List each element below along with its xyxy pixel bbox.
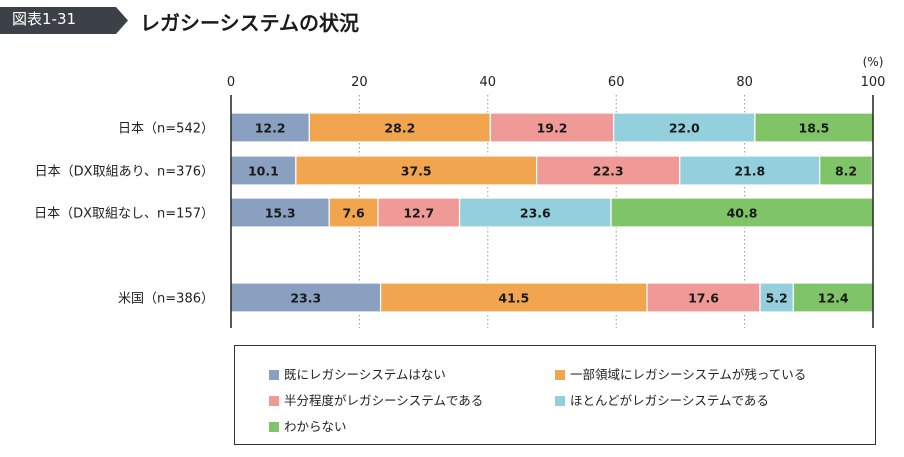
legend: 既にレガシーシステムはない 一部領域にレガシーシステムが残っている半分程度がレガシ… bbox=[234, 345, 876, 445]
figure-number: 図表1-31 bbox=[12, 10, 77, 28]
legend-label: 既にレガシーシステムはない bbox=[284, 367, 446, 382]
legend-label: わからない bbox=[284, 419, 347, 434]
data-label: 28.2 bbox=[384, 121, 415, 136]
figure-tag-shape bbox=[0, 7, 128, 34]
bar-segment bbox=[230, 155, 297, 186]
bar-segment bbox=[230, 197, 330, 228]
data-label: 17.6 bbox=[688, 291, 719, 306]
category-label: 米国（n=386） bbox=[118, 292, 214, 307]
data-label: 21.8 bbox=[734, 164, 765, 179]
unit-label: (%) bbox=[863, 55, 884, 69]
legend-label: 半分程度がレガシーシステムである bbox=[284, 393, 484, 408]
data-label: 40.8 bbox=[727, 206, 758, 221]
stacked-bar-chart: (%) 0 20 40 60 80 100 日本（n=542） 12.2 28.2 19.2 22.0… bbox=[34, 55, 886, 328]
data-label: 23.6 bbox=[520, 206, 551, 221]
data-label: 12.2 bbox=[255, 121, 286, 136]
x-tick-label: 60 bbox=[608, 75, 625, 90]
data-label: 22.0 bbox=[669, 121, 700, 136]
bar-segment bbox=[535, 155, 681, 186]
data-label: 18.5 bbox=[799, 121, 830, 136]
chart-title: レガシーシステムの状況 bbox=[140, 11, 359, 35]
bar-segment bbox=[646, 282, 761, 313]
legend-label: ほとんどがレガシーシステムである bbox=[570, 393, 769, 408]
data-label: 37.5 bbox=[401, 164, 432, 179]
bar-segment bbox=[328, 197, 379, 228]
data-label: 15.3 bbox=[265, 206, 296, 221]
legend-swatch bbox=[269, 370, 279, 380]
legend-item: ほとんどがレガシーシステムである bbox=[555, 390, 769, 409]
bar-segment bbox=[379, 282, 648, 313]
data-label: 8.2 bbox=[835, 164, 857, 179]
data-label: 5.2 bbox=[766, 291, 788, 306]
legend-item: 半分程度がレガシーシステムである bbox=[269, 390, 483, 409]
x-tick-label: 20 bbox=[351, 75, 368, 90]
data-label: 19.2 bbox=[537, 121, 568, 136]
data-label: 23.3 bbox=[290, 291, 321, 306]
x-tick-label: 80 bbox=[736, 75, 753, 90]
bar-segment bbox=[295, 155, 538, 186]
legend-swatch bbox=[269, 396, 279, 406]
category-label: 日本（DX取組なし、n=157） bbox=[34, 207, 214, 222]
x-tick-label: 40 bbox=[480, 75, 497, 90]
bar-segment bbox=[230, 282, 382, 313]
bar-segment bbox=[759, 282, 794, 313]
bar-segment bbox=[458, 197, 612, 228]
data-label: 7.6 bbox=[343, 206, 365, 221]
x-tick-label: 0 bbox=[227, 75, 235, 90]
bar-segment bbox=[613, 112, 756, 143]
category-label: 日本（DX取組あり、n=376） bbox=[35, 165, 214, 180]
data-label: 22.3 bbox=[593, 164, 624, 179]
legend-swatch bbox=[555, 370, 565, 380]
legend-item: 一部領域にレガシーシステムが残っている bbox=[555, 364, 806, 383]
figure-number-tag bbox=[0, 7, 128, 34]
data-label: 12.4 bbox=[818, 291, 849, 306]
bar-segment bbox=[819, 155, 873, 186]
category-label: 日本（n=542） bbox=[118, 122, 214, 137]
data-label: 10.1 bbox=[248, 164, 279, 179]
legend-label: 一部領域にレガシーシステムが残っている bbox=[570, 367, 807, 382]
bar-segment bbox=[610, 197, 874, 228]
bar-segment bbox=[308, 112, 491, 143]
legend-swatch bbox=[555, 396, 565, 406]
legend-swatch bbox=[269, 422, 279, 432]
bar-segment bbox=[489, 112, 615, 143]
bar-segment bbox=[754, 112, 874, 143]
data-label: 12.7 bbox=[403, 206, 434, 221]
x-tick-label: 100 bbox=[861, 75, 886, 90]
legend-item: 既にレガシーシステムはない bbox=[269, 364, 446, 383]
legend-item: わからない bbox=[269, 416, 347, 435]
data-label: 41.5 bbox=[498, 291, 529, 306]
